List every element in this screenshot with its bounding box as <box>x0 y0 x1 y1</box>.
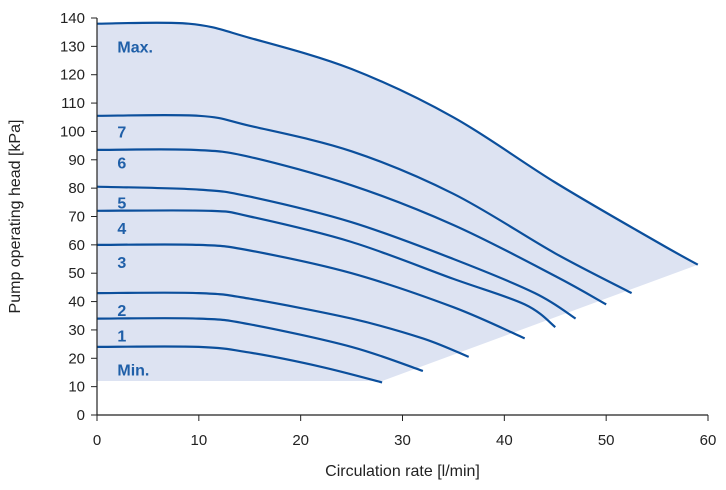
x-tick-label: 40 <box>496 432 513 449</box>
curve-label-layer: Max. 7 6 5 4 3 2 1 Min. <box>117 39 153 379</box>
y-axis-title: Pump operating head [kPa] <box>7 120 24 314</box>
curve-label: 1 <box>117 329 126 346</box>
x-tick-label: 50 <box>598 432 615 449</box>
y-tick-label: 50 <box>68 265 85 282</box>
curve-layer <box>96 21 699 384</box>
x-tick-label: 0 <box>93 432 101 449</box>
x-axis-title: Circulation rate [l/min] <box>325 463 480 480</box>
curve-label: Min. <box>117 363 149 380</box>
y-tick-label: 90 <box>68 152 85 169</box>
x-tick-label: 20 <box>292 432 309 449</box>
y-tick-label: 140 <box>60 10 85 27</box>
curve-3 <box>96 243 526 340</box>
y-tick-label: 10 <box>68 379 85 396</box>
curve-6 <box>96 148 607 306</box>
curve-5 <box>96 185 577 320</box>
x-tick-label: 60 <box>700 432 717 449</box>
y-tick-label: 20 <box>68 350 85 367</box>
curve-max <box>96 21 699 266</box>
x-tick-label: 30 <box>394 432 411 449</box>
y-tick-label: 40 <box>68 294 85 311</box>
curve-4 <box>96 209 556 328</box>
y-tick-label: 120 <box>60 67 85 84</box>
curve-label: 3 <box>117 255 126 272</box>
curve-label: 5 <box>117 195 126 212</box>
curve-label: 7 <box>117 124 126 141</box>
y-tick-label: 100 <box>60 123 85 140</box>
curve-label: 6 <box>117 156 126 173</box>
x-tick-label: 10 <box>190 432 207 449</box>
y-tick-label: 80 <box>68 180 85 197</box>
curve-7 <box>96 113 633 295</box>
y-tick-label: 30 <box>68 322 85 339</box>
curve-label: Max. <box>117 39 153 56</box>
curve-min <box>96 345 383 384</box>
curve-2 <box>96 291 470 358</box>
curve-label: 4 <box>117 221 126 238</box>
curve-1 <box>96 317 424 373</box>
y-tick-label: 130 <box>60 38 85 55</box>
y-tick-label: 0 <box>77 407 85 424</box>
y-tick-label: 70 <box>68 209 85 226</box>
y-tick-label: 60 <box>68 237 85 254</box>
curve-label: 2 <box>117 303 126 320</box>
y-tick-label: 110 <box>61 95 85 112</box>
